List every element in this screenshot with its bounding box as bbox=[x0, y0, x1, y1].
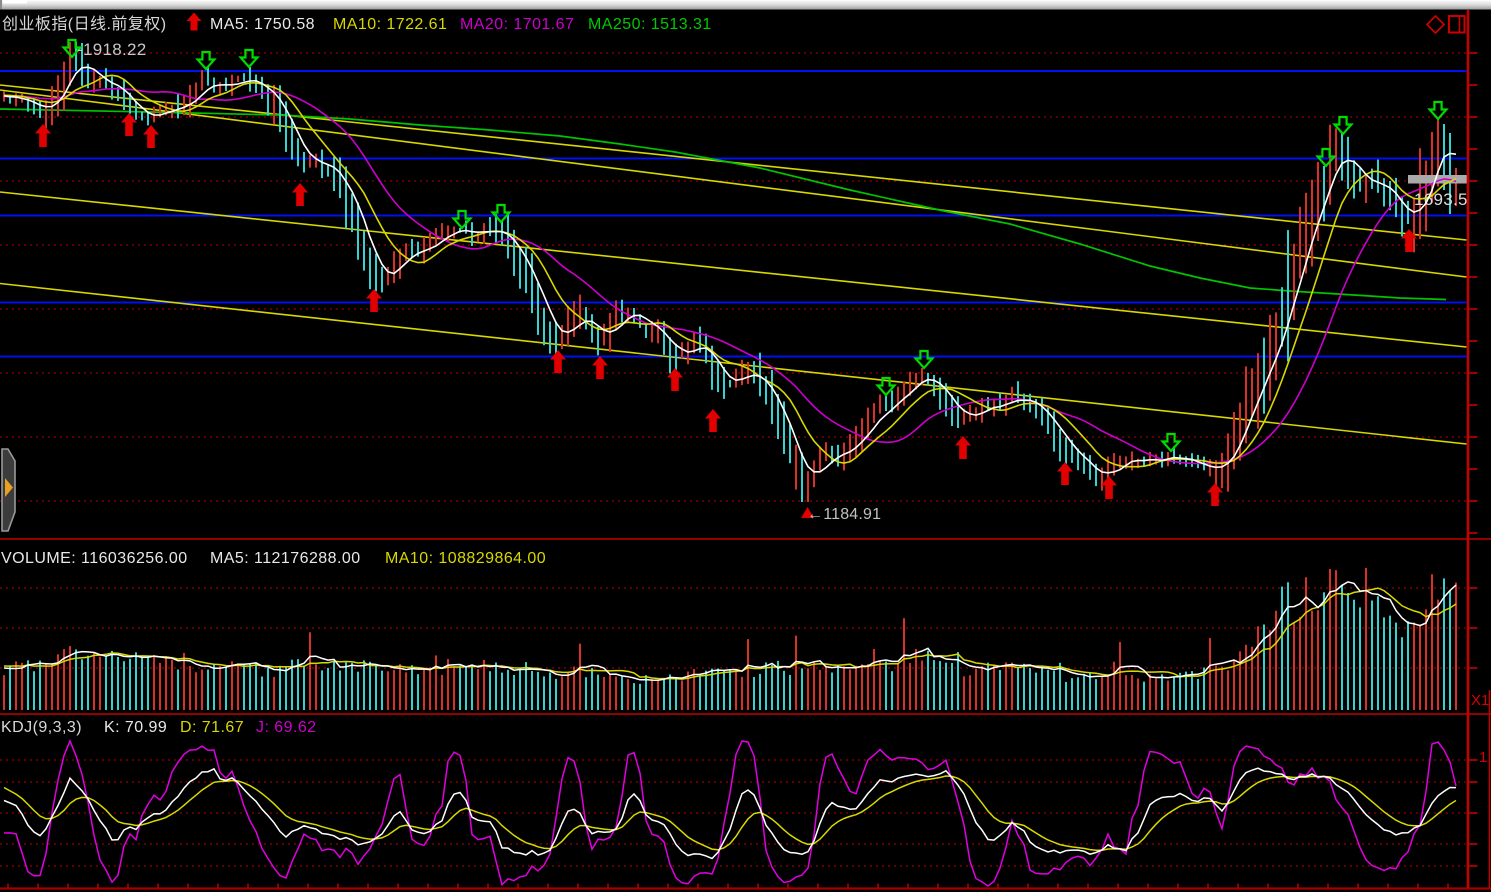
svg-text:X1: X1 bbox=[1471, 692, 1489, 709]
svg-text:J: 69.62: J: 69.62 bbox=[256, 719, 317, 736]
svg-text:MA5: 112176288.00: MA5: 112176288.00 bbox=[210, 550, 361, 567]
svg-text:←1184.91: ←1184.91 bbox=[807, 506, 881, 523]
svg-text:1: 1 bbox=[1479, 749, 1487, 766]
svg-text:MA10: 1722.61: MA10: 1722.61 bbox=[333, 16, 447, 33]
svg-text:VOLUME: 116036256.00: VOLUME: 116036256.00 bbox=[1, 550, 188, 567]
svg-text:K: 70.99: K: 70.99 bbox=[104, 719, 167, 736]
svg-text:创业板指(日线.前复权): 创业板指(日线.前复权) bbox=[2, 15, 167, 33]
svg-text:KDJ(9,3,3): KDJ(9,3,3) bbox=[1, 719, 82, 736]
svg-text:MA5: 1750.58: MA5: 1750.58 bbox=[210, 16, 315, 33]
svg-text:1693.5: 1693.5 bbox=[1414, 190, 1468, 209]
svg-text:D: 71.67: D: 71.67 bbox=[180, 719, 244, 736]
svg-text:MA20: 1701.67: MA20: 1701.67 bbox=[460, 16, 574, 33]
svg-text:MA10: 108829864.00: MA10: 108829864.00 bbox=[385, 550, 546, 567]
svg-text:-1918.22: -1918.22 bbox=[77, 40, 147, 59]
svg-text:MA250: 1513.31: MA250: 1513.31 bbox=[588, 16, 712, 33]
